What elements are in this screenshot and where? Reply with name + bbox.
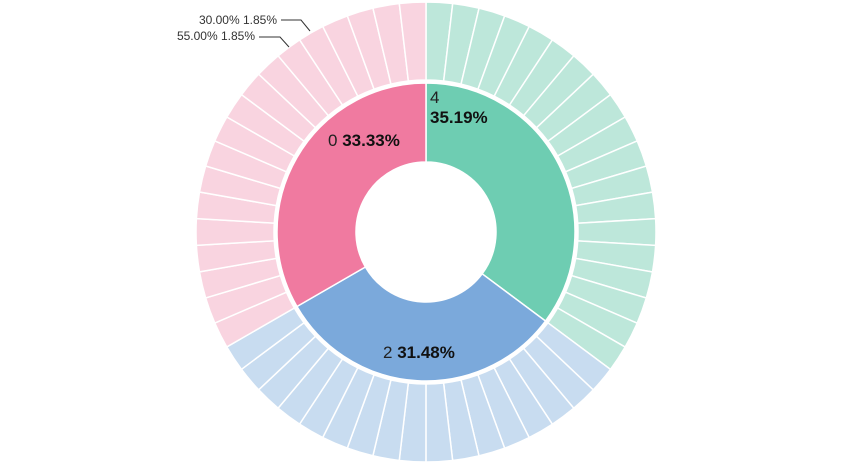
callouts: 30.00% 1.85% 55.00% 1.85%	[177, 13, 311, 48]
inner-ring	[276, 82, 576, 382]
callout-line-1	[259, 36, 290, 48]
inner-slice-4[interactable]	[425, 82, 576, 323]
inner-label-percent-2: 31.48%	[397, 343, 455, 362]
inner-label-2: 2 31.48%	[383, 343, 455, 362]
callout-line-0	[281, 19, 311, 32]
inner-label-name-2: 2	[383, 343, 397, 362]
inner-slice-2[interactable]	[295, 265, 547, 382]
inner-slice-0[interactable]	[276, 82, 427, 308]
inner-label-percent-4: 35.19%	[430, 108, 488, 127]
inner-label-percent-0: 33.33%	[342, 131, 400, 150]
inner-labels: 4 35.19% 0 33.33% 2 31.48%	[328, 88, 488, 362]
outer-segment-0-17[interactable]	[398, 1, 427, 82]
callout-label-0: 30.00% 1.85%	[199, 13, 277, 27]
outer-ring	[195, 1, 657, 462]
inner-label-4: 4 35.19%	[430, 88, 488, 127]
inner-label-name-4: 4	[430, 88, 439, 107]
callout-label-1: 55.00% 1.85%	[177, 29, 255, 43]
inner-label-name-0: 0	[328, 131, 342, 150]
inner-label-0: 0 33.33%	[328, 131, 400, 150]
